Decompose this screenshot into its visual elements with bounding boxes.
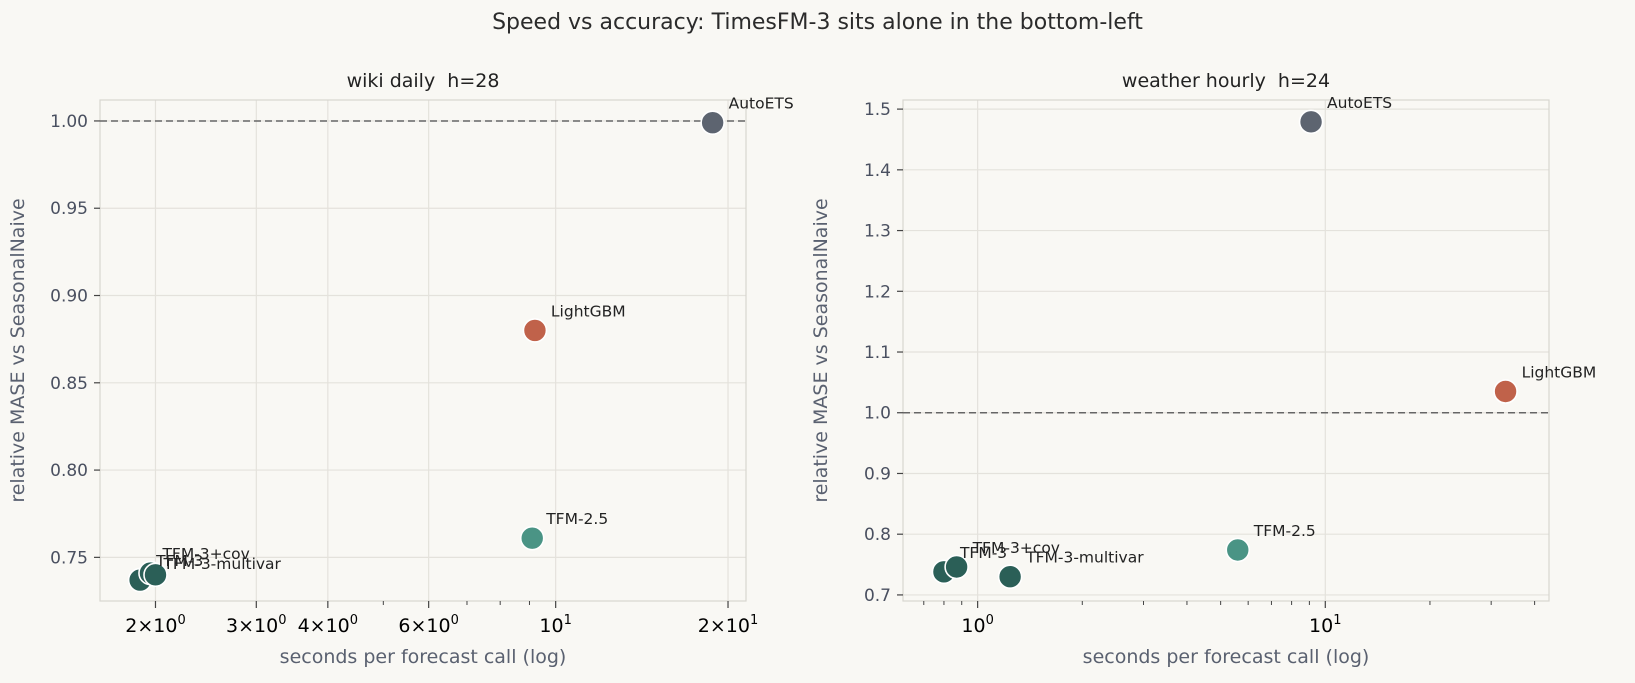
y-tick-label: 0.90 — [50, 287, 88, 307]
point-tfm-3-multivar — [143, 562, 168, 588]
point-label-autoets: AutoETS — [729, 95, 794, 113]
point-lightgbm — [1493, 379, 1518, 404]
plot-frame — [902, 99, 1550, 602]
panel-2: 100 101 0.7 0.8 0.9 1.0 1.1 1.2 1.3 1.4 1.5 weather… — [810, 70, 1596, 668]
x-tick-label: 100 — [961, 613, 993, 637]
y-tick-label: 1.2 — [864, 282, 891, 302]
y-tick-label: 0.80 — [50, 461, 88, 481]
x-tick-label: 101 — [539, 613, 571, 637]
panel-title: wiki daily h=28 — [347, 70, 500, 92]
x-axis-label: seconds per forecast call (log) — [1083, 646, 1370, 668]
y-tick-label: 0.8 — [864, 525, 891, 545]
y-tick-label: 0.85 — [50, 374, 88, 394]
point-autoets — [700, 110, 725, 135]
y-tick-label: 0.95 — [50, 199, 88, 219]
y-tick-label: 0.7 — [864, 586, 891, 606]
point-lightgbm — [522, 318, 548, 343]
x-tick-label: 2×100 — [125, 613, 185, 637]
y-tick-label: 1.5 — [864, 100, 891, 120]
y-tick-label: 1.00 — [50, 112, 88, 132]
y-tick-label: 1.4 — [864, 161, 891, 181]
point-label-tfm-3: TFM-3 — [155, 552, 203, 570]
y-tick-label: 0.75 — [50, 548, 88, 568]
point-label-autoets: AutoETS — [1327, 94, 1392, 112]
panel-1: 2×100 3×100 4×100 6×100 101 2×101 0.75 0.80 0.85… — [7, 70, 794, 668]
y-tick-label: 1.1 — [864, 343, 891, 363]
point-label-tfm-2-5: TFM-2.5 — [1253, 522, 1316, 540]
point-label-tfm-3-multivar: TFM-3-multivar — [162, 555, 281, 573]
plot-frame — [99, 99, 747, 602]
point-label-tfm-2-5: TFM-2.5 — [545, 510, 608, 528]
point-label-tfm-3-cov: TFM-3+cov — [972, 539, 1060, 557]
point-autoets — [1298, 109, 1324, 135]
y-tick-label: 0.9 — [864, 464, 891, 484]
point-tfm-2-5 — [1225, 537, 1251, 563]
panel-title: weather hourly h=24 — [1122, 70, 1330, 92]
x-tick-label: 4×100 — [298, 613, 358, 637]
x-axis-label: seconds per forecast call (log) — [280, 646, 567, 668]
figure-title: Speed vs accuracy: TimesFM-3 sits alone … — [492, 10, 1143, 35]
x-tick-label: 6×100 — [398, 613, 458, 637]
point-tfm-3-cov — [944, 554, 969, 580]
y-axis-label: relative MASE vs SeasonalNaive — [810, 198, 832, 502]
y-axis-label: relative MASE vs SeasonalNaive — [7, 198, 29, 502]
point-tfm-3-multivar — [997, 564, 1023, 590]
x-tick-label: 2×101 — [698, 613, 758, 637]
y-tick-label: 1.0 — [864, 404, 891, 424]
point-label-tfm-3-multivar: TFM-3-multivar — [1025, 549, 1144, 567]
point-label-lightgbm: LightGBM — [551, 302, 626, 320]
x-tick-label: 101 — [1309, 613, 1341, 637]
x-tick-label: 3×100 — [226, 613, 286, 637]
y-tick-label: 1.3 — [864, 222, 891, 242]
point-tfm-2-5 — [519, 525, 545, 551]
point-label-tfm-3-cov: TFM-3+cov — [161, 545, 249, 563]
point-label-tfm-3: TFM-3 — [959, 544, 1007, 562]
point-label-lightgbm: LightGBM — [1522, 363, 1597, 381]
